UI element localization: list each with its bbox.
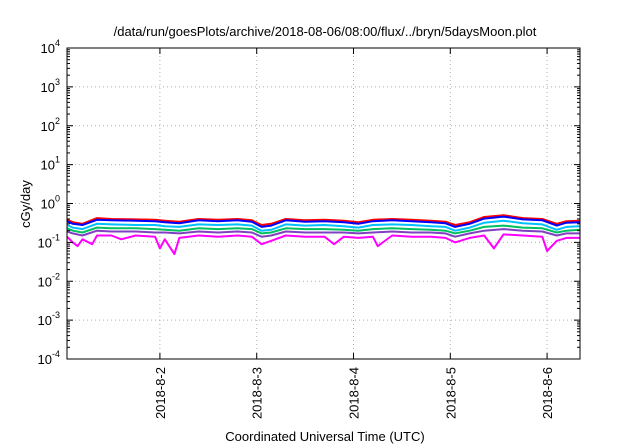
y-tick-label: 103	[41, 77, 60, 95]
y-tick-label: 10-3	[38, 310, 60, 328]
x-tick-label: 2018-8-6	[540, 367, 555, 419]
y-tick-label: 102	[41, 116, 60, 134]
series-line-3	[66, 219, 581, 232]
series-line-2	[66, 215, 581, 228]
y-tick-label: 10-2	[38, 271, 60, 289]
x-tick-label: 2018-8-3	[250, 367, 265, 419]
x-axis-label: Coordinated Universal Time (UTC)	[225, 429, 424, 444]
tick-marks	[67, 47, 580, 360]
x-tick-label: 2018-8-2	[153, 367, 168, 419]
x-tick-labels: 2018-8-2 2018-8-3 2018-8-4 2018-8-5 2018-8-6	[153, 367, 555, 419]
y-tick-label: 101	[41, 155, 60, 173]
y-tick-label: 10-1	[38, 232, 60, 250]
grid-lines	[67, 48, 580, 359]
x-tick-label: 2018-8-4	[347, 367, 362, 419]
chart-title: /data/run/goesPlots/archive/2018-08-06/0…	[114, 24, 537, 39]
y-axis-label: cGy/day	[18, 180, 33, 228]
y-tick-label: 100	[41, 194, 60, 212]
series-layer	[66, 214, 581, 256]
y-tick-label: 104	[41, 38, 60, 56]
series-line-5	[66, 228, 580, 238]
series-line-1	[66, 214, 581, 226]
y-tick-labels: 10-4 10-3 10-2 10-1 100 101 102 103 104	[38, 38, 60, 367]
series-line-4	[66, 224, 581, 235]
x-tick-label: 2018-8-5	[443, 367, 458, 419]
y-tick-label: 10-4	[38, 349, 60, 367]
series-line-6	[66, 233, 580, 256]
